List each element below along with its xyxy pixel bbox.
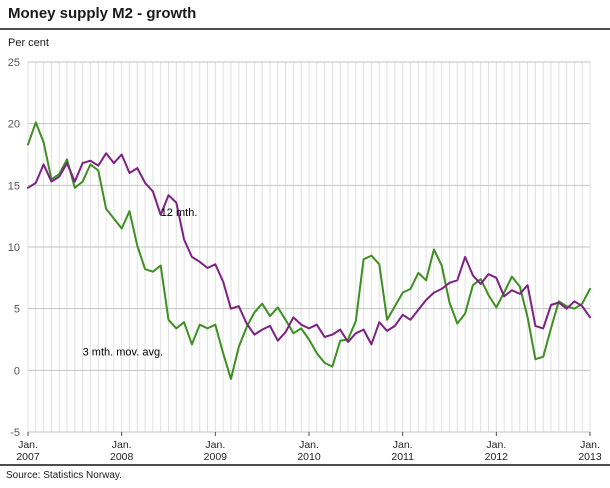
x-axis-month-label: Jan. — [393, 439, 413, 451]
y-axis-tick-label: 5 — [14, 304, 20, 316]
x-axis-month-label: Jan. — [205, 439, 225, 451]
x-axis-year-label: 2010 — [297, 451, 321, 463]
x-axis-month-label: Jan. — [299, 439, 319, 451]
x-axis-year-label: 2009 — [204, 451, 228, 463]
chart-area: -5 0 5 10 15 20 25 Jan. 2007 Jan. 2008 Jan. 2009 Jan.… — [0, 52, 610, 464]
series-annotation: 12 mth. — [161, 207, 198, 219]
x-axis-year-label: 2007 — [16, 451, 40, 463]
y-axis-tick-label: 25 — [8, 57, 20, 69]
y-axis-tick-label: 10 — [8, 242, 20, 254]
y-axis-tick-label: 15 — [8, 180, 20, 192]
x-axis-year-label: 2008 — [110, 451, 134, 463]
x-axis-month-label: Jan. — [486, 439, 506, 451]
y-axis-tick-label: -5 — [10, 427, 20, 439]
y-axis-tick-label: 0 — [14, 365, 20, 377]
x-axis-year-label: 2012 — [485, 451, 509, 463]
x-axis-year-label: 2013 — [578, 451, 602, 463]
title-divider — [0, 28, 610, 30]
footer-divider — [0, 464, 610, 466]
y-axis-tick-label: 20 — [8, 119, 20, 131]
y-axis-unit-label: Per cent — [8, 37, 49, 49]
x-axis-month-label: Jan. — [112, 439, 132, 451]
series-line-12-mth — [27, 152, 591, 346]
x-axis-month-label: Jan. — [580, 439, 600, 451]
chart-title: Money supply M2 - growth — [8, 5, 197, 22]
source-note: Source: Statistics Norway. — [6, 470, 122, 481]
x-axis-month-label: Jan. — [18, 439, 38, 451]
series-line-3-mth-mov-avg — [27, 121, 591, 380]
series-annotation: 3 mth. mov. avg. — [83, 347, 164, 359]
x-axis-year-label: 2011 — [391, 451, 414, 463]
line-chart: -50510152025Jan.2007Jan.2008Jan.2009Jan.… — [8, 57, 602, 463]
